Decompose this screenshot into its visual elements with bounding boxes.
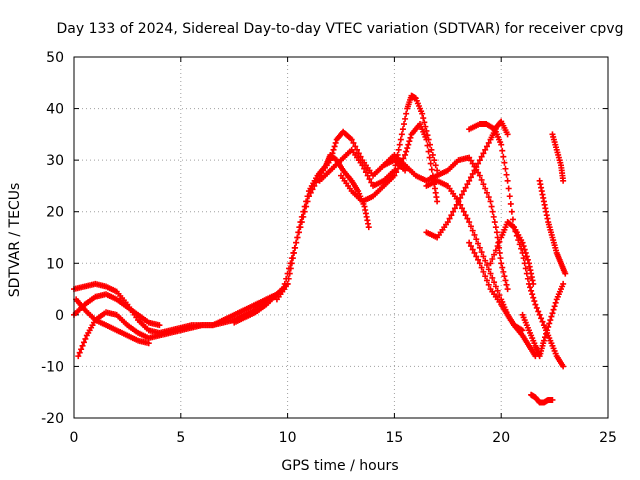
series-sat-n xyxy=(466,239,539,360)
series-marks xyxy=(73,296,152,347)
y-tick-label: 50 xyxy=(46,50,64,66)
series-sat-i xyxy=(338,121,441,205)
x-axis-label: GPS time / hours xyxy=(281,458,398,474)
series-marks xyxy=(528,391,556,406)
series-sat-r xyxy=(549,131,567,184)
series-marks xyxy=(280,128,409,293)
data-points xyxy=(71,92,569,406)
x-tick-label: 15 xyxy=(385,430,403,446)
series-marks xyxy=(519,280,567,360)
chart-title: Day 133 of 2024, Sidereal Day-to-day VTE… xyxy=(57,21,624,37)
x-tick-label: 10 xyxy=(279,430,297,446)
series-sat-q xyxy=(536,177,569,277)
series-marks xyxy=(536,177,569,277)
series-marks xyxy=(466,239,539,360)
y-tick-label: -10 xyxy=(41,359,64,375)
y-tick-label: 40 xyxy=(46,102,64,118)
series-marks xyxy=(338,121,441,205)
series-marks xyxy=(466,121,567,370)
x-tick-label: 20 xyxy=(492,430,510,446)
series-marks xyxy=(487,219,537,287)
y-tick-label: 0 xyxy=(55,308,64,324)
series-marks xyxy=(316,92,441,189)
series-sat-g xyxy=(280,128,409,293)
y-tick-label: -20 xyxy=(41,411,64,427)
series-sat-o xyxy=(487,219,537,287)
y-axis-label: SDTVAR / TECUs xyxy=(7,183,23,298)
series-marks xyxy=(549,131,567,184)
x-tick-label: 5 xyxy=(176,430,185,446)
plot-frame xyxy=(73,56,609,419)
grid-lines xyxy=(74,57,608,418)
x-tick-label: 0 xyxy=(70,430,79,446)
y-tick-label: 20 xyxy=(46,205,64,221)
x-tick-label: 25 xyxy=(599,430,617,446)
y-tick-label: 30 xyxy=(46,153,64,169)
series-sat-d xyxy=(73,296,152,347)
series-sat-m xyxy=(466,121,567,370)
series-sat-h xyxy=(316,92,441,189)
y-tick-label: 10 xyxy=(46,256,64,272)
series-sat-s xyxy=(528,391,556,406)
axis-ticks: 0 5 10 15 20 25 -20 -10 0 10 20 30 40 50 xyxy=(41,50,617,446)
series-sat-p xyxy=(519,280,567,360)
